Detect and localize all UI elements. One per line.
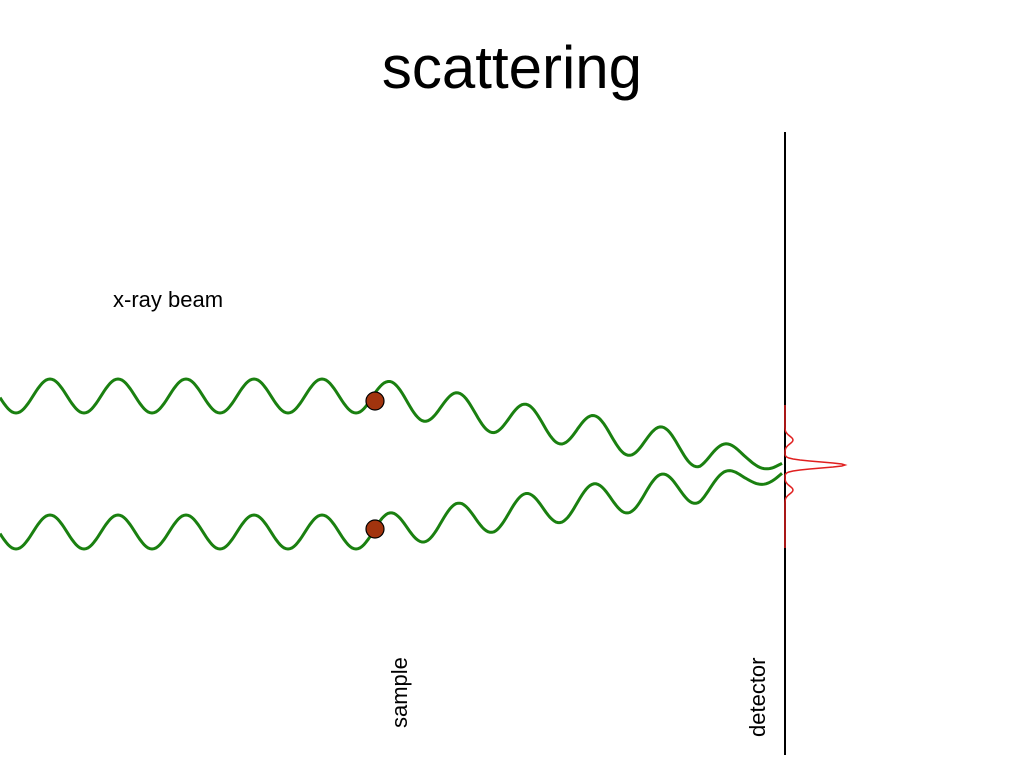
- sample-atom: [365, 391, 385, 411]
- beam-label: x-ray beam: [113, 287, 223, 312]
- title: scattering: [382, 34, 642, 101]
- detector-label: detector: [745, 658, 770, 738]
- waves: [0, 377, 783, 551]
- wave: [0, 469, 783, 551]
- sample-atom: [365, 519, 385, 539]
- sample-label: sample: [387, 657, 412, 728]
- detector-signal: [784, 405, 848, 548]
- wave: [0, 377, 783, 471]
